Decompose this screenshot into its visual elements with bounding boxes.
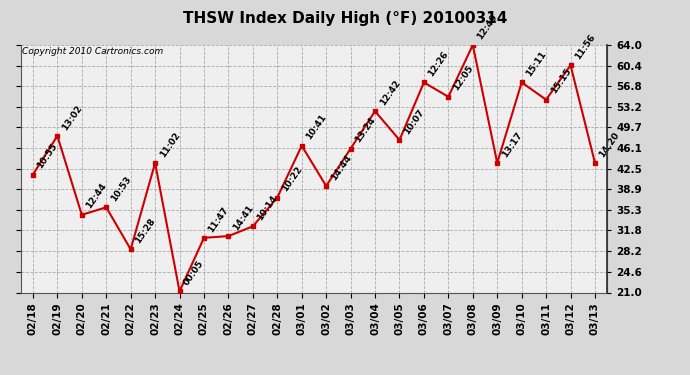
Text: 11:47: 11:47	[207, 205, 230, 234]
Text: 12:42: 12:42	[378, 78, 402, 107]
Text: 14:41: 14:41	[231, 203, 255, 232]
Text: THSW Index Daily High (°F) 20100314: THSW Index Daily High (°F) 20100314	[183, 11, 507, 26]
Text: 12:05: 12:05	[451, 64, 475, 93]
Text: 13:17: 13:17	[500, 130, 524, 159]
Text: 11:56: 11:56	[573, 32, 597, 61]
Text: 10:22: 10:22	[280, 165, 304, 194]
Text: 12:49: 12:49	[475, 12, 500, 41]
Text: 10:07: 10:07	[402, 107, 426, 136]
Text: 10:53: 10:53	[109, 175, 132, 203]
Text: 15:11: 15:11	[524, 50, 549, 78]
Text: 12:44: 12:44	[85, 182, 108, 211]
Text: 14:44: 14:44	[329, 153, 353, 182]
Text: 10:41: 10:41	[304, 113, 328, 141]
Text: 10:55: 10:55	[36, 142, 59, 170]
Text: 14:20: 14:20	[598, 130, 622, 159]
Text: 00:05: 00:05	[182, 259, 206, 287]
Text: 13:24: 13:24	[353, 116, 377, 144]
Text: Copyright 2010 Cartronics.com: Copyright 2010 Cartronics.com	[22, 48, 163, 57]
Text: 11:02: 11:02	[158, 130, 181, 159]
Text: 15:28: 15:28	[133, 216, 157, 245]
Text: 15:15: 15:15	[549, 67, 573, 96]
Text: 12:26: 12:26	[426, 50, 451, 78]
Text: 13:02: 13:02	[60, 103, 84, 132]
Text: 10:14: 10:14	[255, 194, 279, 222]
